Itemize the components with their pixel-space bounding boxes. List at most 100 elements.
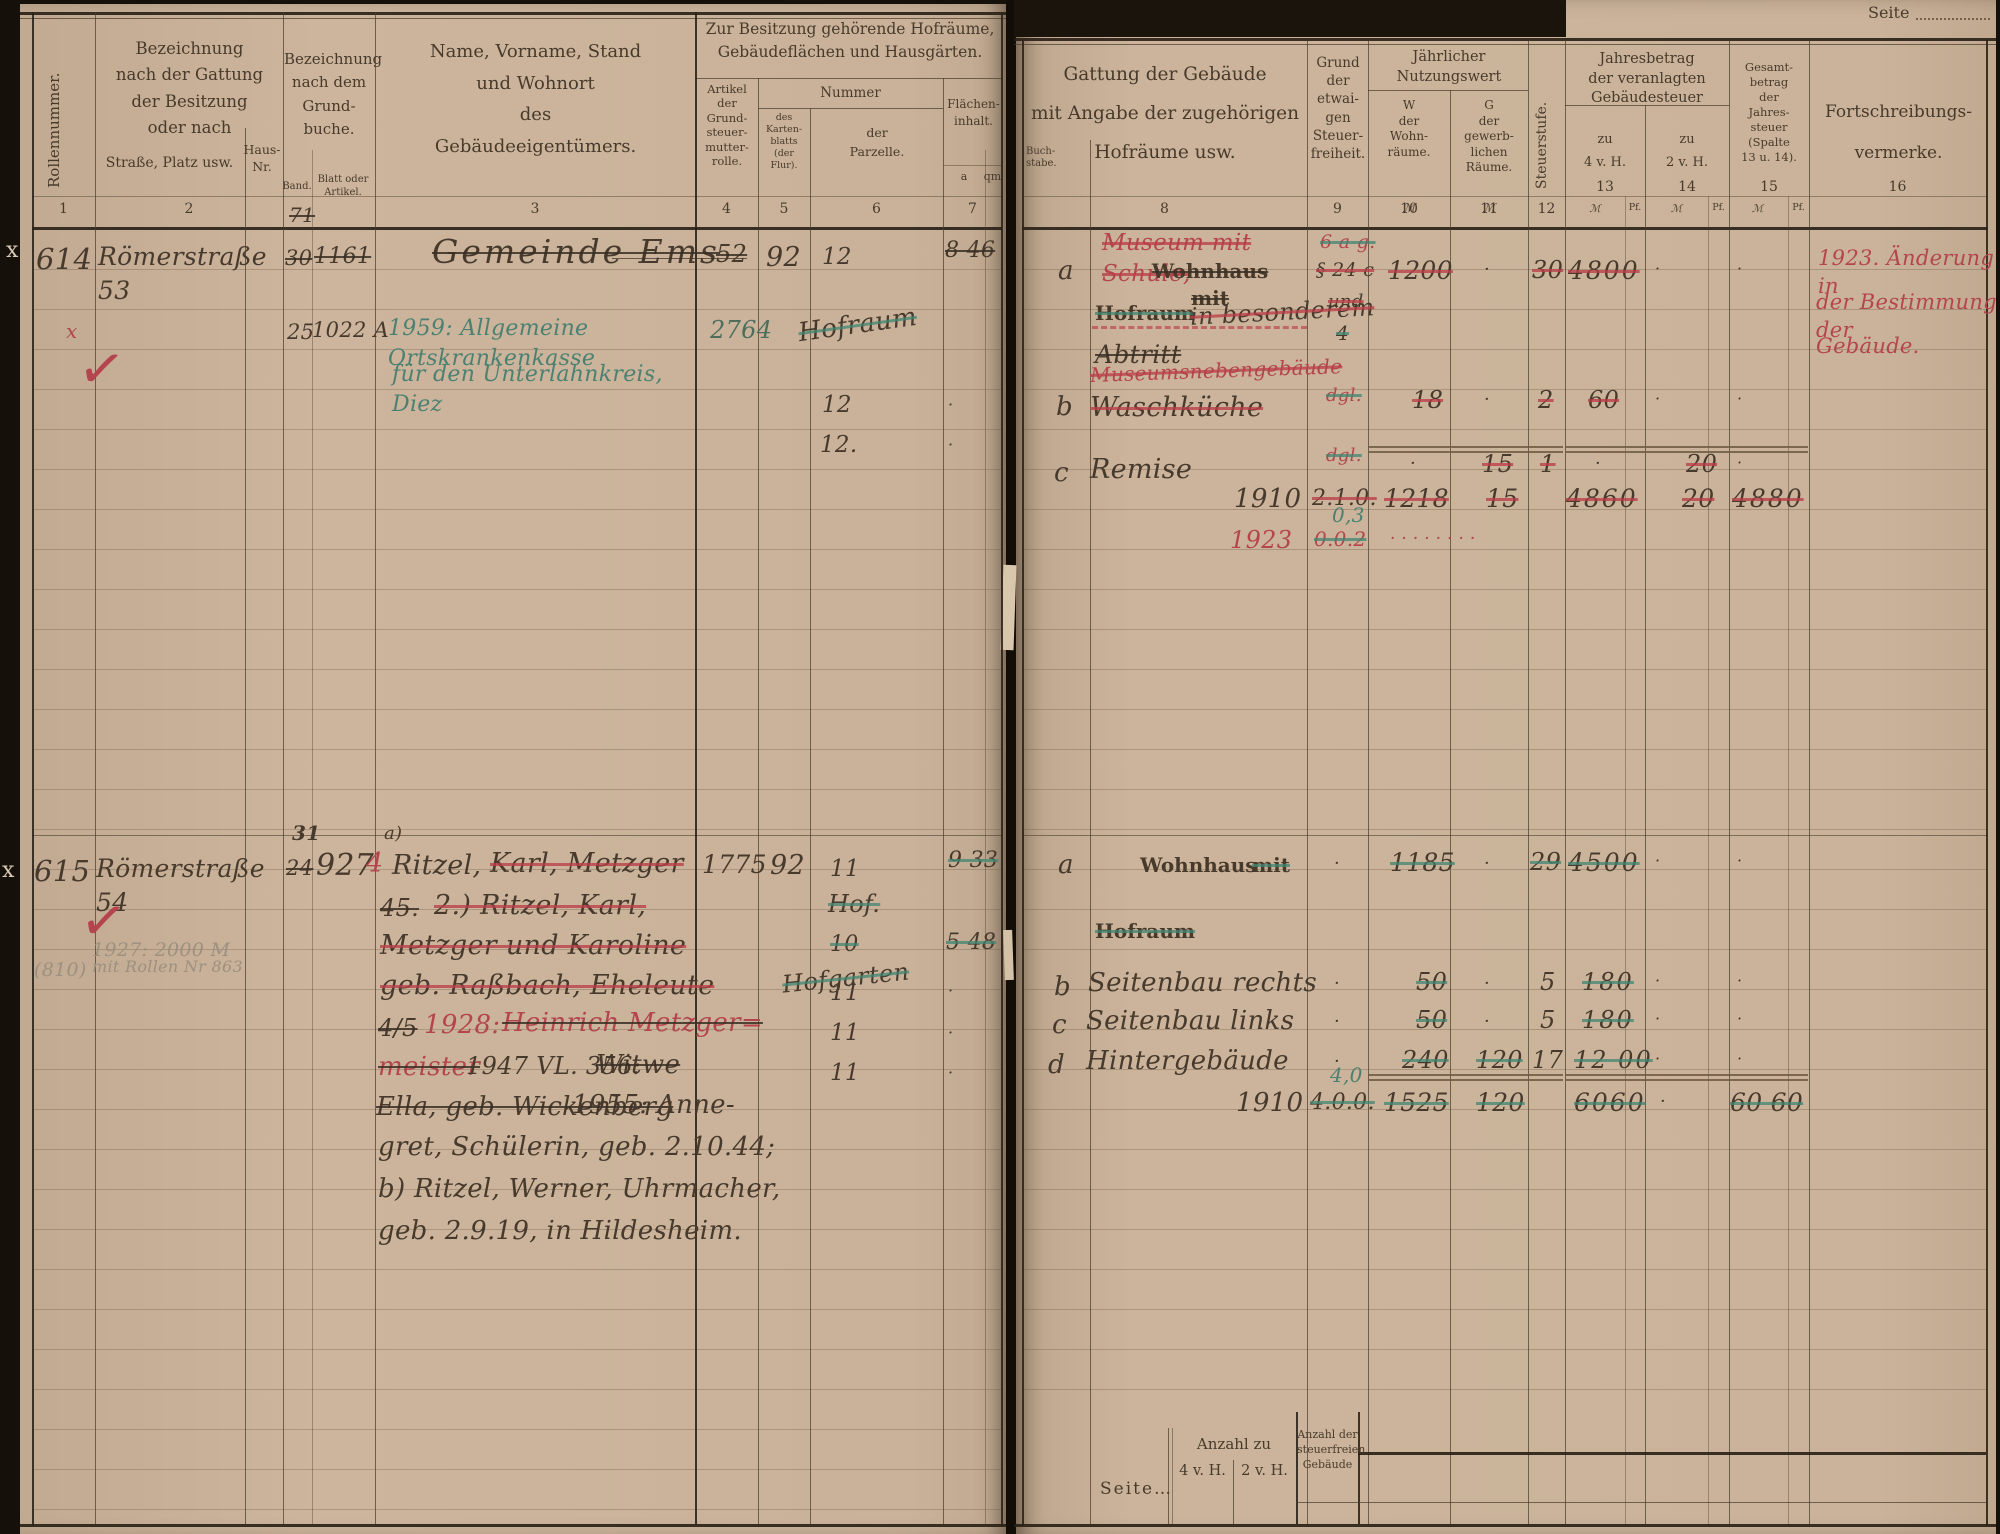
e614-frei-2-struck: § 24 c xyxy=(1316,259,1375,281)
e614-a-dots: · xyxy=(1655,259,1687,278)
double-rule xyxy=(1565,446,1808,448)
e615-rollennummer: 615 xyxy=(34,854,91,888)
e614-artikel-new: 2764 xyxy=(710,316,773,344)
e615-a-printed-mit-struck: mit xyxy=(1252,853,1290,877)
column-line xyxy=(1625,196,1626,1524)
col14-header: zu 2 v. H. xyxy=(1666,132,1708,171)
e615-d-steuer4-struck: 12 00 xyxy=(1574,1046,1653,1074)
col2-header-title: Bezeichnung nach der Gattung der Besitzu… xyxy=(115,39,264,138)
col1-header-rollennummer: Rollennummer. xyxy=(45,72,63,189)
group-header-hofraeume: Zur Besitzung gehörende Hofräume, Gebäud… xyxy=(705,20,995,62)
e614-buchstabe-a: a xyxy=(1058,256,1074,286)
e615-band-above: 31 xyxy=(292,821,321,845)
e614-c-gewerb-struck: 15 xyxy=(1482,450,1514,478)
e614-b-script-struck: Waschküche xyxy=(1090,392,1264,423)
e615-b-script: Seitenbau rechts xyxy=(1088,968,1317,998)
e614-sum-steuer4-struck: 4860 xyxy=(1566,484,1638,513)
entry-separator xyxy=(1022,835,1988,836)
e615-buchstabe-d: d xyxy=(1048,1050,1065,1080)
right-page xyxy=(1014,0,1996,1534)
e615-b-gewerb-dot: · xyxy=(1484,973,1491,994)
footer-anzahl-zu-label: Anzahl zu xyxy=(1196,1435,1272,1453)
e615-pencil-note-1: 1927: 2000 M xyxy=(92,939,231,961)
col11-header: G der gewerb- lichen Räume. xyxy=(1464,98,1514,175)
e614-1923-frei-new: 0,3 xyxy=(1332,503,1365,527)
e615-flaeche-1-struck: 9 33 xyxy=(948,848,999,873)
e614-1923-dots-row: · · · · · · · · xyxy=(1390,529,1476,549)
column-line xyxy=(283,12,284,1524)
e615-owner-line1-struck: Karl, Metzger xyxy=(490,848,684,879)
col7-sub-qm: qm xyxy=(983,170,1002,183)
e614-red-title-struck: Museum mit Schule, xyxy=(1102,230,1252,288)
steuer-group-header: Jahresbetrag der veranlagten Gebäudesteu… xyxy=(1588,51,1706,107)
border-line xyxy=(20,18,1006,19)
e615-artikel: 1775 xyxy=(702,850,767,879)
e614-a-printed-struck: Wohnhaus mit xyxy=(1151,259,1269,310)
e615-d-gewerb-struck: 120 xyxy=(1476,1046,1523,1074)
e615-sum-year: 1910 xyxy=(1236,1088,1304,1118)
e614-sum-wohn-struck: 1218 xyxy=(1384,484,1449,513)
e615-parzelle-2: 11 xyxy=(830,980,860,1006)
col8-header-buchstabe: Buch- stabe. xyxy=(1026,146,1057,169)
e614-owner-old-struck: Gemeinde Ems xyxy=(432,232,720,271)
double-rule xyxy=(1565,1079,1808,1081)
e615-sum-gesamt-struck: 60 60 xyxy=(1730,1088,1804,1117)
colnum-1: 1 xyxy=(59,201,68,217)
col15-pf-symbol: Pf. xyxy=(1792,202,1805,213)
colnum-10: 10 xyxy=(1400,201,1418,217)
column-line xyxy=(758,78,759,1524)
e615-owner-line10: geb. 2.9.19, in Hildesheim. xyxy=(378,1216,742,1246)
column-line xyxy=(1450,90,1451,1524)
column-line xyxy=(1022,40,1024,1526)
footer-line xyxy=(1296,1412,1298,1524)
col7-sub-a: a xyxy=(960,170,968,183)
e615-sum-wohn-struck: 1525 xyxy=(1384,1088,1449,1117)
footer-line xyxy=(1296,1502,1986,1503)
e614-band-new: 25 xyxy=(287,320,315,344)
e615-owner-line6c-struck: Witwe xyxy=(596,1050,681,1080)
col3-header-band: Band. xyxy=(282,181,312,192)
col4-header: Artikel der Grund- steuer- mutter- rolle… xyxy=(705,82,749,168)
e615-c-dots: · xyxy=(1737,1009,1769,1028)
e615-c-wohn-struck: 50 xyxy=(1416,1006,1448,1034)
e614-blatt-old-struck: 1161 xyxy=(314,244,372,269)
e614-hofraum-printed-struck: Hofraum xyxy=(1095,301,1196,325)
col6-header: der Parzelle. xyxy=(849,125,905,159)
double-rule xyxy=(1565,1074,1808,1076)
col16-header: Fortschreibungs- vermerke. xyxy=(1824,102,1972,163)
e615-buchstabe-c: c xyxy=(1052,1010,1067,1040)
colnum-4: 4 xyxy=(722,201,731,217)
e615-b-wohn-struck: 50 xyxy=(1416,968,1448,996)
e614-c-steuer4-dot: · xyxy=(1595,453,1602,474)
e614-kartenblatt: 92 xyxy=(766,242,801,273)
header-line xyxy=(32,196,1002,197)
colnum-16: 16 xyxy=(1888,179,1907,195)
e615-a-printed-wohnhaus: Wohnhaus xyxy=(1140,853,1257,877)
e614-parzelle-3: 12. xyxy=(820,432,858,458)
colnum-9: 9 xyxy=(1333,201,1342,217)
e615-owner-line3-struck: Metzger und Karoline xyxy=(380,930,687,961)
col2-header-street: Straße, Platz usw. xyxy=(105,155,234,171)
e615-owner-line9: b) Ritzel, Werner, Uhrmacher, xyxy=(378,1174,781,1204)
footer-line xyxy=(1172,1428,1173,1524)
e615-d-script: Hintergebäude xyxy=(1086,1046,1289,1076)
e614-a-steuer4-struck: 4800 xyxy=(1568,256,1640,285)
e614-sum-steuer2-struck: 20 xyxy=(1682,484,1715,513)
e615-b-dots: · xyxy=(1655,971,1687,990)
e614-b-steuer4-struck: 60 xyxy=(1588,386,1620,414)
colnum-8: 8 xyxy=(1160,201,1169,217)
e615-flaeche-2-struck: 5 48 xyxy=(946,930,997,955)
col8-header-title: Gattung der Gebäude mit Angabe der zugeh… xyxy=(1030,64,1300,163)
e615-buchstabe-a: a xyxy=(1058,850,1074,880)
e615-flaeche-dots: · xyxy=(948,1063,976,1082)
e614-flaeche-old-struck: 8 46 xyxy=(945,238,996,263)
e615-owner-line7a-struck: Ella, geb. Wickenberg xyxy=(376,1092,674,1122)
col15-header: Gesamt- betrag der Jahres- steuer (Spalt… xyxy=(1741,60,1797,164)
ruled-lines-right xyxy=(1023,230,1987,1395)
e614-a-dots: · xyxy=(1737,259,1769,278)
e615-d-wohn-struck: 240 xyxy=(1402,1046,1449,1074)
col9-header: Grund der etwai- gen Steuer- freiheit. xyxy=(1310,55,1366,163)
column-line xyxy=(985,150,986,1524)
e614-frei-dgl-c-struck: dgl. xyxy=(1326,445,1362,466)
e614-buchstabe-c: c xyxy=(1054,458,1069,488)
